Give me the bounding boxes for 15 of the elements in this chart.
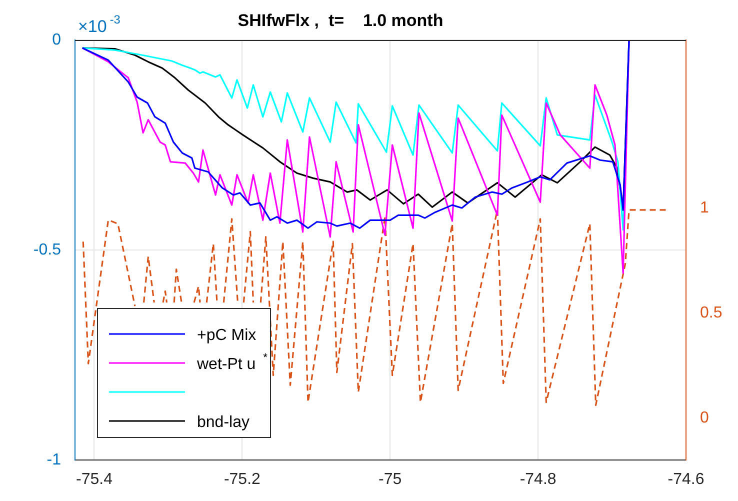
y-tick-label: 0: [52, 31, 62, 48]
x-tick-label: -75.4: [76, 471, 113, 488]
x-tick-label: -74.8: [520, 471, 556, 488]
legend-label: +pC Mix: [197, 327, 256, 344]
y2-tick-label: 1: [700, 199, 709, 216]
y2-tick-label: 0.5: [700, 304, 722, 322]
chart-title: SHIfwFlx , t= 1.0 month: [238, 11, 444, 30]
y-tick-label: -0.5: [33, 241, 62, 258]
x-tick-label: -74.6: [668, 471, 704, 488]
x-tick-label: -75: [378, 471, 402, 488]
legend-label: bnd-lay: [197, 414, 250, 431]
legend-label: wet-Pt u *: [196, 352, 268, 373]
y-tick-label: -1: [46, 451, 62, 468]
x-tick-label: -75.2: [224, 471, 261, 488]
y2-tick-label: 0: [700, 409, 709, 426]
